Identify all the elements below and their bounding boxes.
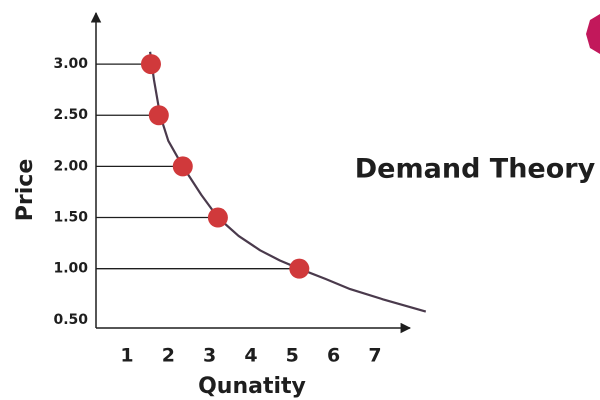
point bbox=[140, 54, 161, 75]
point bbox=[289, 258, 310, 279]
x-tick-label: 5 bbox=[286, 345, 299, 367]
point bbox=[148, 105, 169, 126]
y-tick-label: 0.50 bbox=[53, 312, 88, 328]
x-tick-label: 1 bbox=[120, 345, 133, 367]
y-tick-label: 1.00 bbox=[53, 261, 88, 277]
chart-title: Demand Theory bbox=[355, 154, 596, 185]
x-axis-title: Qunatity bbox=[198, 374, 306, 399]
y-tick-label: 1.50 bbox=[53, 210, 88, 226]
y-tick-label: 2.00 bbox=[53, 158, 88, 174]
x-tick-label: 2 bbox=[162, 345, 175, 367]
logo-fragment bbox=[586, 14, 600, 54]
y-tick-label: 2.50 bbox=[53, 107, 88, 123]
x-tick-label: 7 bbox=[368, 345, 381, 367]
x-tick-label: 4 bbox=[244, 345, 257, 367]
x-tick-label: 3 bbox=[203, 345, 216, 367]
x-tick-label: 6 bbox=[327, 345, 340, 367]
y-axis-title: Price bbox=[13, 159, 38, 221]
point bbox=[207, 207, 228, 228]
point bbox=[172, 156, 193, 177]
y-tick-label: 3.00 bbox=[53, 56, 88, 72]
